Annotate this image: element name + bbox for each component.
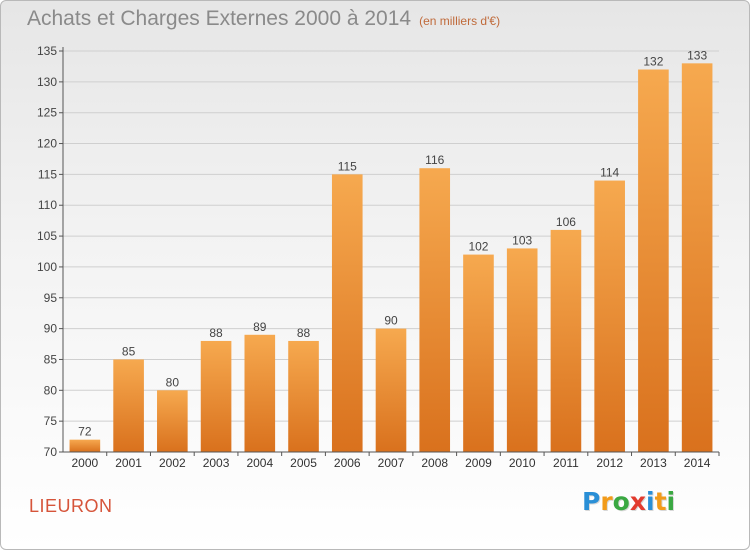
bar-value-label: 102 bbox=[468, 240, 488, 254]
bar-value-label: 89 bbox=[253, 320, 267, 334]
bar bbox=[463, 254, 494, 452]
y-tick-label: 100 bbox=[37, 260, 57, 274]
bar bbox=[375, 328, 407, 452]
y-tick-label: 75 bbox=[44, 414, 58, 428]
bar bbox=[681, 63, 713, 452]
x-tick-label: 2009 bbox=[465, 456, 492, 470]
x-tick-label: 2010 bbox=[509, 456, 536, 470]
x-tick-label: 2003 bbox=[203, 456, 230, 470]
bar-value-label: 103 bbox=[512, 233, 532, 247]
axes: 70 75 80 85 90 95 100 105 110 115 120 125 130 135 2000… bbox=[37, 44, 720, 470]
unit-note: (en milliers d'€) bbox=[419, 14, 501, 28]
logo-letter: i bbox=[646, 487, 655, 516]
y-tick-label: 130 bbox=[37, 75, 57, 89]
bar bbox=[288, 340, 319, 452]
bar-value-label: 114 bbox=[600, 166, 619, 180]
bar bbox=[200, 340, 232, 452]
bar bbox=[594, 180, 625, 453]
bar-value-label: 115 bbox=[338, 159, 357, 173]
y-tick-label: 105 bbox=[37, 229, 57, 243]
logo-letter: t bbox=[654, 487, 667, 516]
x-tick-label: 2012 bbox=[596, 456, 623, 470]
bar-value-label: 132 bbox=[643, 55, 663, 69]
bar-value-label: 133 bbox=[687, 48, 707, 62]
logo-letter: r bbox=[600, 487, 613, 516]
logo-letter: i bbox=[666, 487, 676, 516]
logo-letter: P bbox=[582, 487, 601, 516]
bar bbox=[113, 359, 144, 452]
bar bbox=[244, 334, 276, 452]
bar-value-label: 106 bbox=[556, 215, 576, 229]
bar bbox=[69, 439, 101, 452]
chart-title: Achats et Charges Externes 2000 à 2014 (e… bbox=[27, 7, 500, 31]
y-tick-label: 120 bbox=[37, 137, 57, 151]
bar bbox=[638, 69, 669, 452]
y-tick-label: 70 bbox=[44, 445, 58, 459]
bar-value-label: 72 bbox=[78, 425, 92, 439]
y-tick-label: 135 bbox=[37, 44, 57, 58]
x-tick-label: 2004 bbox=[246, 456, 273, 470]
bar-value-label: 80 bbox=[166, 375, 180, 389]
bar bbox=[331, 174, 363, 452]
y-tick-label: 125 bbox=[37, 106, 57, 120]
logo-letter: o bbox=[612, 487, 630, 516]
logo-letter: x bbox=[629, 487, 646, 516]
y-tick-label: 85 bbox=[44, 352, 58, 366]
x-tick-label: 2007 bbox=[378, 456, 405, 470]
x-tick-label: 2008 bbox=[421, 456, 448, 470]
bar-value-label: 88 bbox=[297, 326, 311, 340]
x-tick-label: 2006 bbox=[334, 456, 361, 470]
bar bbox=[419, 168, 451, 452]
bar bbox=[506, 248, 538, 452]
bar-value-label: 85 bbox=[122, 344, 136, 358]
y-tick-label: 110 bbox=[38, 198, 57, 212]
x-tick-label: 2014 bbox=[684, 456, 711, 470]
y-tick-label: 95 bbox=[44, 291, 58, 305]
bar bbox=[157, 390, 188, 452]
bar-value-label: 90 bbox=[384, 314, 398, 328]
x-tick-label: 2005 bbox=[290, 456, 317, 470]
bars: 72 85 80 88 89 88 115 90 116 102 103 106 114 132 133 bbox=[69, 48, 713, 453]
x-tick-label: 2001 bbox=[115, 456, 142, 470]
place-name: LIEURON bbox=[29, 496, 113, 516]
bar bbox=[550, 229, 582, 452]
y-tick-label: 90 bbox=[44, 322, 58, 336]
y-tick-label: 80 bbox=[44, 383, 58, 397]
bar-value-label: 88 bbox=[209, 326, 223, 340]
y-tick-label: 115 bbox=[38, 167, 57, 181]
x-tick-label: 2013 bbox=[640, 456, 667, 470]
x-tick-label: 2011 bbox=[553, 456, 579, 470]
x-tick-label: 2002 bbox=[159, 456, 186, 470]
bar-value-label: 116 bbox=[425, 153, 444, 167]
proxiti-logo: Proxiti bbox=[582, 487, 675, 516]
title-text: Achats et Charges Externes 2000 à 2014 bbox=[27, 7, 412, 30]
x-tick-label: 2000 bbox=[72, 456, 99, 470]
